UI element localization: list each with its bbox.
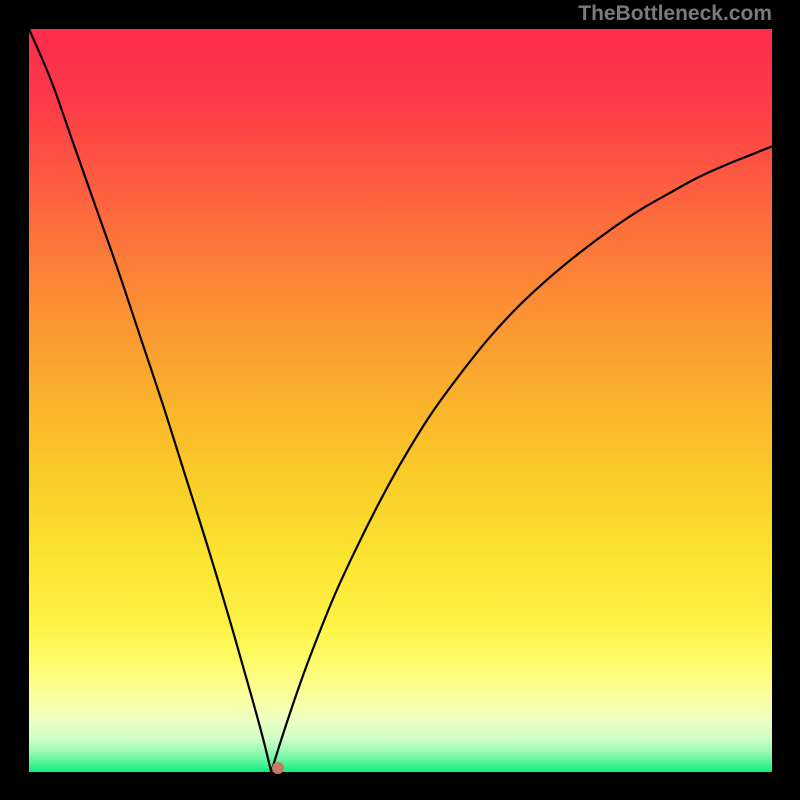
minimum-marker [272, 762, 284, 774]
plot-area [29, 29, 772, 772]
watermark-text: TheBottleneck.com [578, 2, 772, 26]
chart-container: TheBottleneck.com [0, 0, 800, 800]
bottleneck-curve [29, 29, 772, 772]
